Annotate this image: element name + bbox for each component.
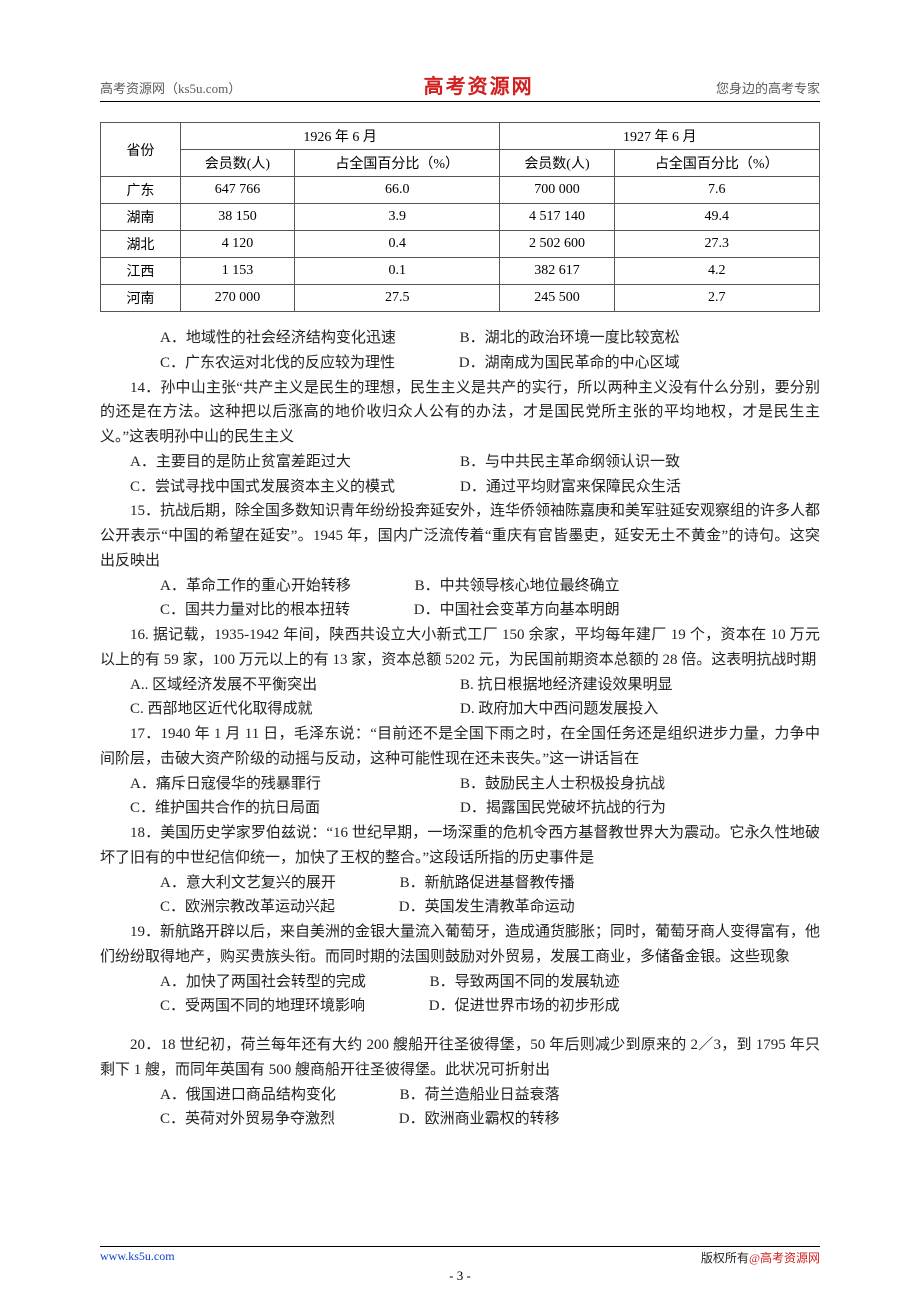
- q13-b: B．湖北的政治环境一度比较宽松: [430, 326, 680, 351]
- page-footer: www.ks5u.com 版权所有@高考资源网: [100, 1246, 820, 1266]
- table-row: 江西 1 153 0.1 382 617 4.2: [101, 258, 820, 285]
- th-members-2: 会员数(人): [500, 150, 614, 177]
- q19-a: A．加快了两国社会转型的完成: [130, 970, 366, 995]
- table-row: 湖南 38 150 3.9 4 517 140 49.4: [101, 204, 820, 231]
- q18-c: C．欧洲宗教改革运动兴起: [130, 895, 335, 920]
- header-left: 高考资源网（ks5u.com）: [100, 78, 241, 97]
- q19-b: B．导致两国不同的发展轨迹: [400, 970, 620, 995]
- page-number: - 3 -: [0, 1268, 920, 1284]
- header-center: 高考资源网: [424, 70, 534, 99]
- q14-d: D．通过平均财富来保障民众生活: [460, 475, 820, 500]
- footer-copyright: 版权所有@高考资源网: [701, 1249, 820, 1266]
- q20-a: A．俄国进口商品结构变化: [130, 1083, 336, 1108]
- th-members-1: 会员数(人): [180, 150, 294, 177]
- body-text: A．地域性的社会经济结构变化迅速 B．湖北的政治环境一度比较宽松 C．广东农运对…: [100, 326, 820, 1132]
- th-1926: 1926 年 6 月: [180, 123, 500, 150]
- th-percent-2: 占全国百分比（%）: [614, 150, 819, 177]
- q20-b: B．荷兰造船业日益衰落: [370, 1083, 560, 1108]
- q18-a: A．意大利文艺复兴的展开: [130, 871, 336, 896]
- q17-d: D．揭露国民党破坏抗战的行为: [460, 796, 820, 821]
- th-percent-1: 占全国百分比（%）: [295, 150, 500, 177]
- header-right: 您身边的高考专家: [716, 78, 820, 97]
- th-1927: 1927 年 6 月: [500, 123, 820, 150]
- q13-c: C．广东农运对北伐的反应较为理性: [130, 351, 395, 376]
- q19-c: C．受两国不同的地理环境影响: [130, 994, 365, 1019]
- q14-stem: 14．孙中山主张“共产主义是民生的理想，民生主义是共产的实行，所以两种主义没有什…: [100, 376, 820, 450]
- q14-a: A．主要目的是防止贫富差距过大: [100, 450, 460, 475]
- q15-d: D．中国社会变革方向基本明朗: [384, 598, 620, 623]
- q18-d: D．英国发生清教革命运动: [369, 895, 575, 920]
- q16-options: A.. 区域经济发展不平衡突出 B. 抗日根据地经济建设效果明显 C. 西部地区…: [100, 673, 820, 723]
- q14-c: C．尝试寻找中国式发展资本主义的模式: [100, 475, 460, 500]
- q20-stem: 20．18 世纪初，荷兰每年还有大约 200 艘船开往圣彼得堡，50 年后则减少…: [100, 1033, 820, 1083]
- q15-stem: 15．抗战后期，除全国多数知识青年纷纷投奔延安外，连华侨领袖陈嘉庚和美军驻延安观…: [100, 499, 820, 573]
- q17-stem: 17．1940 年 1 月 11 日，毛泽东说：“目前还不是全国下雨之时，在全国…: [100, 722, 820, 772]
- table-row: 广东 647 766 66.0 700 000 7.6: [101, 177, 820, 204]
- q13-a: A．地域性的社会经济结构变化迅速: [130, 326, 396, 351]
- q16-d: D. 政府加大中西问题发展投入: [460, 697, 820, 722]
- q13-d: D．湖南成为国民革命的中心区域: [429, 351, 680, 376]
- table-row: 湖北 4 120 0.4 2 502 600 27.3: [101, 231, 820, 258]
- q19-d: D．促进世界市场的初步形成: [399, 994, 620, 1019]
- table-row: 河南 270 000 27.5 245 500 2.7: [101, 285, 820, 312]
- q17-a: A．痛斥日寇侵华的残暴罪行: [100, 772, 460, 797]
- q18-stem: 18．美国历史学家罗伯兹说：“16 世纪早期，一场深重的危机令西方基督教世界大为…: [100, 821, 820, 871]
- q17-c: C．维护国共合作的抗日局面: [100, 796, 460, 821]
- q20-c: C．英荷对外贸易争夺激烈: [130, 1107, 335, 1132]
- q18-b: B．新航路促进基督教传播: [370, 871, 575, 896]
- q13-options: A．地域性的社会经济结构变化迅速 B．湖北的政治环境一度比较宽松: [100, 326, 820, 351]
- q16-a: A.. 区域经济发展不平衡突出: [100, 673, 460, 698]
- q17-options: A．痛斥日寇侵华的残暴罪行 B．鼓励民主人士积极投身抗战 C．维护国共合作的抗日…: [100, 772, 820, 822]
- q14-b: B．与中共民主革命纲领认识一致: [460, 450, 820, 475]
- q20-d: D．欧洲商业霸权的转移: [369, 1107, 560, 1132]
- membership-table: 省份 1926 年 6 月 1927 年 6 月 会员数(人) 占全国百分比（%…: [100, 122, 820, 312]
- th-province: 省份: [101, 123, 181, 177]
- q15-c: C．国共力量对比的根本扭转: [130, 598, 350, 623]
- q15-b: B．中共领导核心地位最终确立: [385, 574, 620, 599]
- q15-a: A．革命工作的重心开始转移: [130, 574, 351, 599]
- page-header: 高考资源网（ks5u.com） 高考资源网 您身边的高考专家: [100, 70, 820, 102]
- footer-url: www.ks5u.com: [100, 1249, 175, 1266]
- q19-stem: 19．新航路开辟以后，来自美洲的金银大量流入葡萄牙，造成通货膨胀；同时，葡萄牙商…: [100, 920, 820, 970]
- q16-c: C. 西部地区近代化取得成就: [100, 697, 460, 722]
- q16-stem: 16. 据记载，1935-1942 年间，陕西共设立大小新式工厂 150 余家，…: [100, 623, 820, 673]
- q17-b: B．鼓励民主人士积极投身抗战: [460, 772, 820, 797]
- q16-b: B. 抗日根据地经济建设效果明显: [460, 673, 820, 698]
- q14-options: A．主要目的是防止贫富差距过大 B．与中共民主革命纲领认识一致 C．尝试寻找中国…: [100, 450, 820, 500]
